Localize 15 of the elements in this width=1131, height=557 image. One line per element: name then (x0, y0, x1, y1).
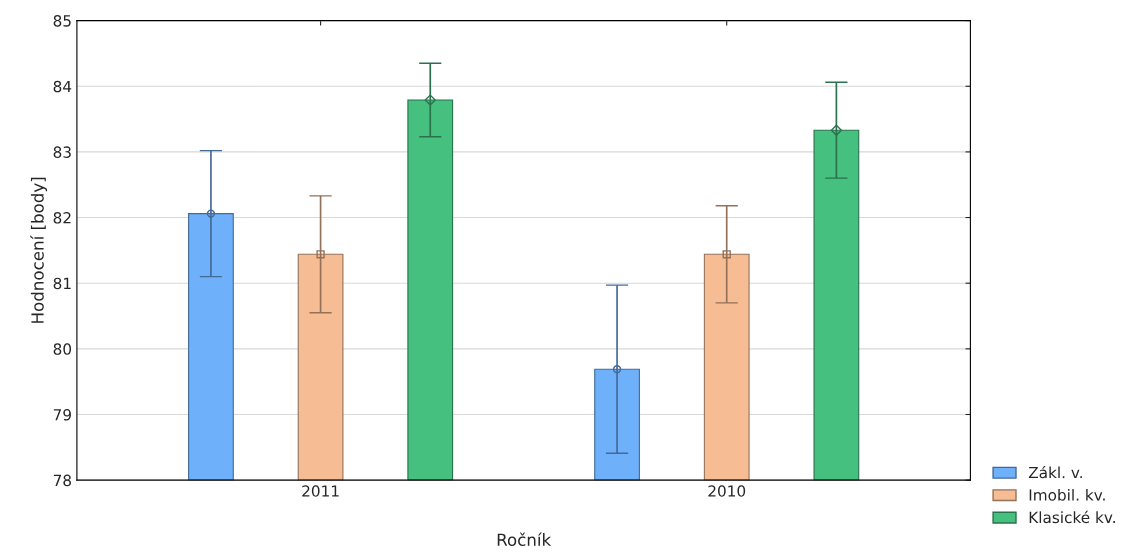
legend-label: Imobil. kv. (1029, 488, 1105, 501)
y-tick-label: 84 (53, 80, 72, 93)
y-tick-label: 78 (53, 474, 71, 487)
y-tick-label: 79 (53, 408, 71, 421)
x-axis-title: Ročník (497, 532, 552, 547)
legend-label: Klasické kv. (1029, 510, 1115, 524)
y-axis-title: Hodnocení [body] (30, 177, 48, 323)
y-tick-label: 83 (53, 146, 71, 158)
y-tick-label: 85 (53, 15, 71, 27)
x-tick-label: 2011 (302, 485, 339, 497)
legend-label: Zákl. v. (1028, 465, 1082, 479)
x-tick-label: 2010 (708, 485, 746, 497)
y-tick-label: 80 (53, 343, 72, 355)
y-tick-label: 82 (53, 212, 71, 224)
y-tick-label: 81 (53, 277, 71, 290)
